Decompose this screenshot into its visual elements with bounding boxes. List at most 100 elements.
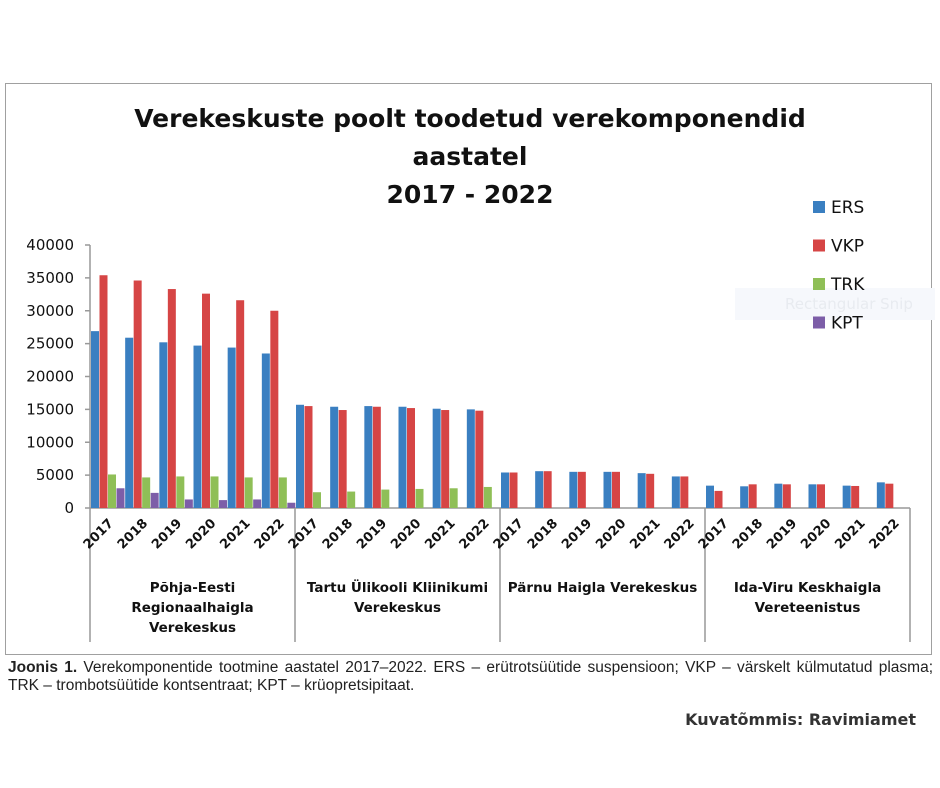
figure-caption: Joonis 1. Verekomponentide tootmine aast… <box>8 659 933 695</box>
bar-vkp <box>817 484 825 508</box>
bar-trk <box>210 476 219 508</box>
x-tick-label: 2018 <box>320 516 356 552</box>
title-line-2: aastatel <box>412 142 528 171</box>
bar-ers <box>603 471 612 508</box>
legend-label: TRK <box>830 275 865 295</box>
x-tick-label: 2020 <box>388 516 424 552</box>
bar-kpt <box>287 502 296 508</box>
group-label: Ida-Viru Keskhaigla <box>734 580 881 596</box>
bar-vkp <box>714 490 723 508</box>
bar-ers <box>193 345 202 508</box>
y-tick-label: 0 <box>64 499 74 517</box>
bar-vkp <box>543 471 552 508</box>
x-tick-label: 2022 <box>662 516 698 552</box>
bar-vkp <box>407 408 415 508</box>
bar-vkp <box>509 472 518 508</box>
bar-kpt <box>150 492 159 508</box>
title-line-1: Verekeskuste poolt toodetud verekomponen… <box>134 104 806 133</box>
bar-ers <box>501 472 509 508</box>
group-label: Regionaalhaigla <box>131 600 253 616</box>
legend-label: ERS <box>831 198 864 218</box>
bar-vkp <box>372 406 381 508</box>
legend-label: KPT <box>831 314 863 334</box>
bar-vkp <box>304 406 313 508</box>
y-tick-label: 35000 <box>26 269 74 287</box>
bar-vkp <box>202 293 210 508</box>
legend-swatch-vkp <box>813 239 825 252</box>
bar-ers <box>671 476 680 508</box>
x-tick-label: 2021 <box>832 516 868 552</box>
bar-trk <box>142 477 151 508</box>
x-tick-label: 2019 <box>354 516 390 552</box>
x-tick-label: 2020 <box>593 516 629 552</box>
bar-trk <box>449 488 458 508</box>
bar-vkp <box>577 471 586 508</box>
group-label: Pärnu Haigla Verekeskus <box>508 580 697 596</box>
x-tick-label: 2020 <box>183 516 219 552</box>
bar-trk <box>244 477 253 508</box>
bar-trk <box>176 476 185 508</box>
x-tick-label: 2021 <box>422 516 458 552</box>
bar-ers <box>330 406 339 508</box>
bar-ers <box>261 353 270 508</box>
title-line-3: 2017 - 2022 <box>386 180 554 209</box>
bar-ers <box>535 471 544 508</box>
bar-ers <box>125 337 134 508</box>
x-tick-label: 2017 <box>491 516 527 552</box>
x-tick-label: 2018 <box>525 516 561 552</box>
bar-ers <box>398 406 407 508</box>
bar-ers <box>740 486 749 508</box>
bar-ers <box>364 406 373 508</box>
bar-vkp <box>338 410 347 508</box>
snip-overlay: Rectangular Snip <box>735 288 935 320</box>
bar-ers <box>159 342 168 508</box>
bar-ers <box>876 482 885 508</box>
y-tick-label: 25000 <box>26 335 74 353</box>
screenshot-credit: Kuvatõmmis: Ravimiamet <box>685 710 916 729</box>
bar-trk <box>347 491 356 508</box>
bar-vkp <box>441 410 450 508</box>
legend-swatch-trk <box>813 278 825 290</box>
x-tick-label: 2019 <box>764 516 800 552</box>
bar-vkp <box>133 280 142 508</box>
bar-ers <box>637 473 646 508</box>
bar-ers <box>91 331 99 508</box>
y-tick-label: 5000 <box>36 466 74 484</box>
x-tick-label: 2020 <box>798 516 834 552</box>
bar-kpt <box>116 488 125 508</box>
caption-label: Joonis 1. <box>8 659 78 676</box>
bar-vkp <box>612 471 620 508</box>
y-tick-label: 20000 <box>26 368 74 386</box>
bar-kpt <box>184 499 193 508</box>
x-tick-label: 2022 <box>867 516 903 552</box>
x-tick-label: 2017 <box>286 516 322 552</box>
legend-label: VKP <box>831 237 864 257</box>
x-tick-label: 2022 <box>457 516 493 552</box>
x-tick-label: 2017 <box>81 516 117 552</box>
group-label: Verekeskus <box>354 600 441 616</box>
x-tick-label: 2018 <box>730 516 766 552</box>
x-tick-label: 2019 <box>149 516 185 552</box>
bar-kpt <box>253 499 262 508</box>
bar-trk <box>278 477 287 508</box>
bar-vkp <box>270 310 279 508</box>
x-tick-label: 2021 <box>627 516 663 552</box>
y-tick-label: 40000 <box>26 236 74 254</box>
y-tick-label: 15000 <box>26 400 74 418</box>
group-label: Põhja-Eesti <box>150 580 236 596</box>
bar-vkp <box>748 484 757 508</box>
bar-trk <box>483 486 492 508</box>
caption-text: Verekomponentide tootmine aastatel 2017–… <box>8 659 933 694</box>
x-tick-label: 2019 <box>559 516 595 552</box>
bar-ers <box>706 485 714 508</box>
bar-vkp <box>236 300 245 508</box>
bar-vkp <box>99 275 108 508</box>
bar-trk <box>108 474 116 508</box>
legend-swatch-kpt <box>813 316 825 329</box>
bar-ers <box>842 485 851 508</box>
group-label: Tartu Ülikooli Kliinikumi <box>307 578 488 596</box>
bar-vkp <box>646 473 655 508</box>
y-tick-label: 30000 <box>26 302 74 320</box>
bar-vkp <box>851 485 860 508</box>
